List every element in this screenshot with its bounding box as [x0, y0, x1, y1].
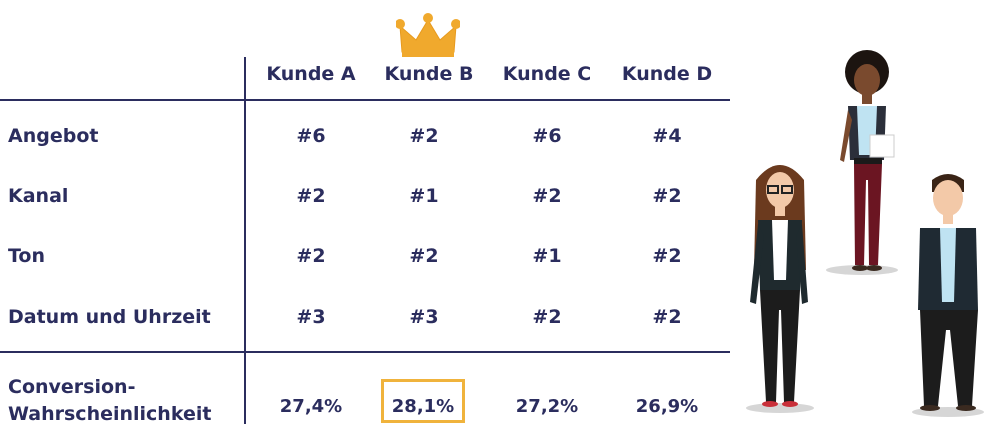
- business-people-illustration: [746, 50, 984, 417]
- conversion-value-kunde-d: 26,9%: [635, 396, 699, 417]
- table-cell: #6: [296, 125, 326, 147]
- table-cell: #1: [532, 245, 562, 267]
- vertical-divider: [244, 57, 246, 424]
- column-header-kunde-d: Kunde D: [621, 63, 713, 85]
- winner-highlight-box: [381, 379, 465, 423]
- man-in-suit: [918, 174, 978, 411]
- table-cell: #6: [532, 125, 562, 147]
- conversion-value-kunde-c: 27,2%: [515, 396, 579, 417]
- footer-divider: [0, 351, 730, 353]
- table-cell: #2: [296, 185, 326, 207]
- table-cell: #4: [652, 125, 682, 147]
- table-cell: #2: [652, 306, 682, 328]
- header-divider: [0, 99, 730, 101]
- row-label-datum-und-uhrzeit: Datum und Uhrzeit: [8, 306, 211, 328]
- row-label-kanal: Kanal: [8, 185, 69, 207]
- table-cell: #2: [296, 245, 326, 267]
- table-cell: #2: [652, 245, 682, 267]
- conversion-label-line2: Wahrscheinlichkeit: [8, 403, 212, 425]
- woman-with-glasses: [750, 165, 808, 407]
- conversion-label-line1: Conversion-: [8, 376, 136, 398]
- woman-with-clipboard: [840, 50, 895, 271]
- table-cell: #2: [532, 306, 562, 328]
- table-cell: #2: [409, 245, 439, 267]
- row-label-conversion: Conversion- Wahrscheinlichkeit: [8, 374, 211, 428]
- row-label-angebot: Angebot: [8, 125, 99, 147]
- table-cell: #2: [532, 185, 562, 207]
- conversion-value-kunde-b: 28,1%: [391, 396, 455, 417]
- crown-icon: [396, 13, 460, 57]
- table-cell: #2: [652, 185, 682, 207]
- column-header-kunde-a: Kunde A: [266, 63, 356, 85]
- table-cell: #1: [409, 185, 439, 207]
- column-header-kunde-c: Kunde C: [502, 63, 592, 85]
- column-header-kunde-b: Kunde B: [384, 63, 474, 85]
- conversion-value-kunde-a: 27,4%: [279, 396, 343, 417]
- row-label-ton: Ton: [8, 245, 46, 267]
- table-cell: #3: [409, 306, 439, 328]
- table-cell: #2: [409, 125, 439, 147]
- table-cell: #3: [296, 306, 326, 328]
